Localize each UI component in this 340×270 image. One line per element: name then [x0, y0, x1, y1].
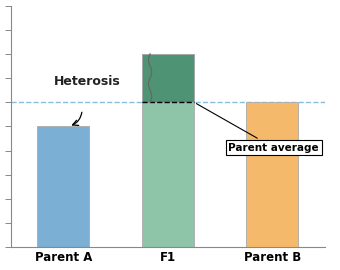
Text: Parent average: Parent average: [197, 104, 319, 153]
Bar: [142, 54, 194, 247]
Bar: [246, 102, 299, 247]
FancyBboxPatch shape: [142, 54, 194, 102]
Text: Heterosis: Heterosis: [54, 75, 121, 88]
Bar: [37, 126, 89, 247]
